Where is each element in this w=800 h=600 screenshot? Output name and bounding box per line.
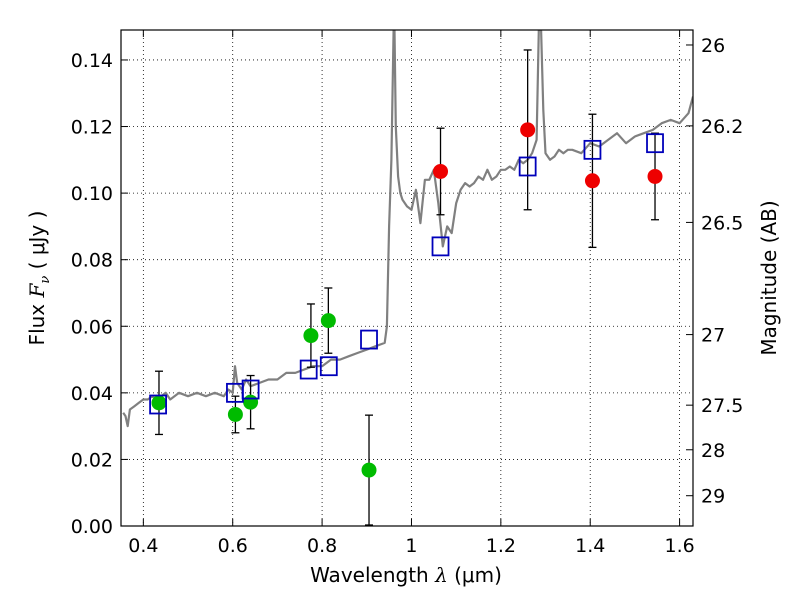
y-tick-label: 0.00 bbox=[71, 516, 113, 538]
y-tick-label: 0.08 bbox=[71, 250, 113, 272]
right-tick-label: 26.5 bbox=[701, 212, 743, 234]
right-tick-label: 27 bbox=[701, 325, 725, 347]
y-tick-label: 0.14 bbox=[71, 50, 113, 72]
model-square-marker bbox=[583, 139, 602, 160]
red-data-point bbox=[647, 168, 663, 184]
y-tick-label: 0.10 bbox=[71, 183, 113, 205]
right-tick-label: 26.2 bbox=[701, 116, 743, 138]
y-tick-label: 0.12 bbox=[71, 117, 113, 139]
red-data-point bbox=[584, 173, 600, 189]
axis-ticks: 0.4 0.6 0.8 1 1.2 1.4 1.6 0.00 0.02 0.04 0.06 0.08 0… bbox=[71, 30, 743, 557]
right-tick-label: 27.5 bbox=[701, 395, 743, 417]
plot-background bbox=[121, 30, 693, 526]
red-data-point bbox=[520, 122, 536, 138]
green-data-point bbox=[151, 395, 167, 411]
model-square-marker bbox=[646, 133, 664, 154]
model-square-marker bbox=[518, 156, 537, 177]
grid bbox=[121, 30, 693, 526]
x-tick-label: 1.2 bbox=[486, 535, 516, 557]
model-square-marker bbox=[299, 359, 318, 380]
y-tick-label: 0.06 bbox=[71, 316, 113, 338]
y-tick-label: 0.02 bbox=[71, 449, 113, 471]
x-tick-label: 1 bbox=[405, 535, 417, 557]
model-square-marker bbox=[149, 394, 167, 415]
green-data-point bbox=[243, 394, 259, 410]
green-data-point bbox=[320, 313, 336, 329]
x-tick-label: 0.8 bbox=[307, 535, 337, 557]
green-data-point bbox=[303, 328, 319, 344]
right-axis-title: Magnitude (AB) bbox=[757, 200, 781, 355]
right-tick-label: 29 bbox=[701, 486, 725, 508]
green-data-point bbox=[361, 462, 377, 478]
plot-frame bbox=[120, 29, 694, 527]
right-tick-label: 26 bbox=[701, 35, 725, 57]
model-square-marker bbox=[431, 236, 450, 257]
model-square-marker bbox=[360, 329, 378, 350]
model-square-marker bbox=[319, 356, 338, 377]
x-tick-label: 1.4 bbox=[575, 535, 605, 557]
green-data-point bbox=[227, 406, 243, 422]
right-tick-label: 28 bbox=[701, 440, 725, 462]
red-data-point bbox=[433, 163, 449, 179]
y-tick-label: 0.04 bbox=[71, 383, 113, 405]
x-tick-label: 0.6 bbox=[218, 535, 248, 557]
y-axis-title: Flux Fν ( μJy ) bbox=[25, 211, 53, 346]
x-axis-title: Wavelength λ (μm) bbox=[310, 563, 502, 587]
x-tick-label: 1.6 bbox=[664, 535, 694, 557]
x-tick-label: 0.4 bbox=[128, 535, 158, 557]
sed-spectrum-line bbox=[122, 30, 693, 428]
plot-area bbox=[122, 30, 693, 526]
model-square-marker bbox=[241, 379, 260, 400]
